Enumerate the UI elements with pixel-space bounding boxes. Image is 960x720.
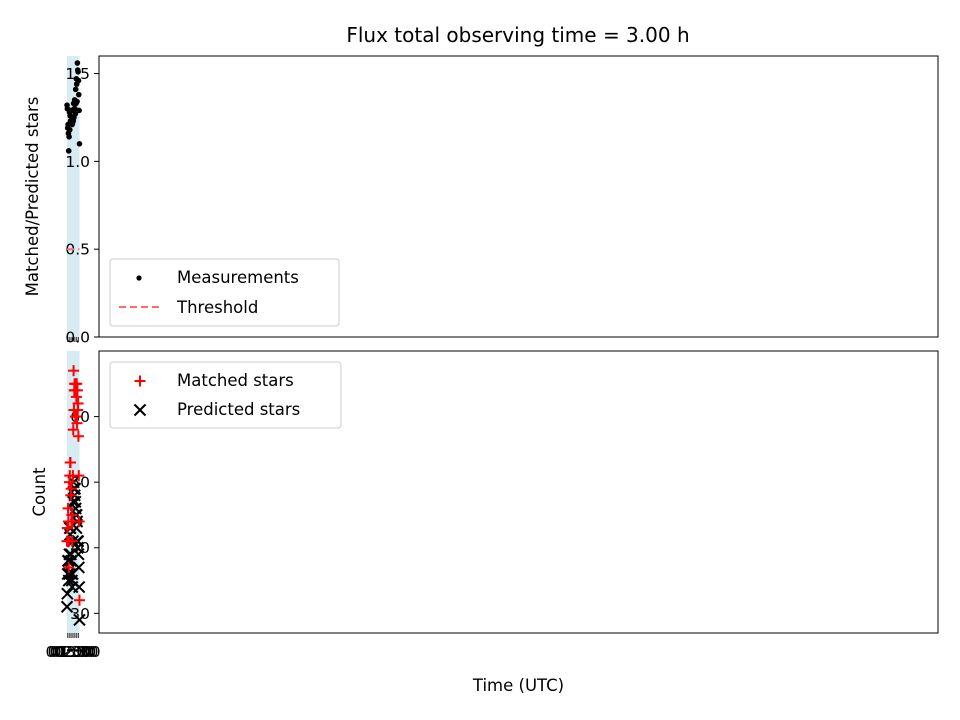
threshold-legend-label: Threshold: [176, 298, 258, 317]
x-tick-label: 01:00: [48, 643, 93, 661]
y-tick-label: 0.5: [65, 241, 90, 259]
measurement-point: [72, 86, 79, 93]
measurement-point: [75, 69, 81, 75]
cross-stroke: [133, 403, 147, 417]
predicted-point: [72, 561, 85, 574]
x-tick-label: 02:30: [54, 643, 99, 661]
cross-stroke: [62, 567, 76, 581]
cross-stroke: [72, 580, 86, 594]
matched-point: [71, 384, 83, 396]
x-tick-label: 02:00: [52, 643, 97, 661]
matched-point: [73, 594, 85, 606]
predicted-point: [61, 587, 74, 600]
x-axis-label: Time (UTC): [472, 676, 564, 695]
cross-stroke: [61, 587, 74, 600]
ratio-plot-frame: [98, 55, 939, 338]
predicted-point: [62, 567, 76, 581]
measurement-point: [75, 77, 82, 84]
measurement-point: [65, 148, 72, 154]
legend-cross: [133, 403, 147, 417]
measurement-point: [74, 98, 80, 105]
ratio-x-axis: [67, 337, 79, 342]
ratio-panel: 0.00.51.01.5 Matched/Predicted stars Mea…: [23, 55, 939, 347]
cross-stroke: [71, 534, 85, 548]
matched-point: [68, 365, 80, 377]
count-legend-box: [109, 361, 342, 429]
cross-stroke: [60, 600, 74, 613]
matched-point: [66, 535, 78, 547]
y-tick-label: 1.0: [65, 153, 90, 171]
matched-point: [65, 483, 77, 495]
matched-point: [73, 470, 85, 482]
matched-point: [72, 430, 84, 442]
cross-stroke: [72, 548, 85, 561]
ratio-y-axis: 0.00.51.01.5: [65, 65, 99, 347]
ratio-legend: Measurements Threshold: [109, 258, 340, 327]
predicted-legend-label: Predicted stars: [177, 400, 300, 419]
ratio-y-axis-label: Matched/Predicted stars: [23, 97, 42, 297]
predicted-point: [72, 580, 86, 594]
measurement-point: [75, 91, 82, 98]
x-tick-label: 01:30: [50, 643, 95, 661]
predicted-point: [72, 548, 85, 561]
matched-point: [70, 391, 82, 403]
measurement-point: [66, 126, 73, 133]
count-plot-frame: [98, 350, 939, 634]
count-marks: [60, 365, 86, 627]
predicted-legend-marker: [133, 403, 147, 417]
legend-plus: [134, 375, 146, 387]
predicted-point: [71, 534, 85, 548]
count-y-axis-label: Count: [30, 467, 49, 517]
cross-stroke: [72, 561, 85, 574]
measurement-point: [76, 141, 83, 147]
matched-point: [71, 417, 83, 429]
measurements-legend-marker: [136, 275, 142, 281]
ratio-marks: [64, 60, 83, 251]
matched-point: [64, 456, 76, 468]
matched-point: [73, 516, 85, 528]
matched-point: [63, 561, 75, 573]
chart-title: Flux total observing time = 3.00 h: [346, 23, 689, 47]
x-tick-label: 03:00: [56, 643, 101, 661]
count-legend: Matched stars Predicted stars: [109, 361, 342, 429]
y-tick-label: 30: [70, 605, 90, 623]
matched-legend-label: Matched stars: [177, 371, 294, 390]
x-tick-label: 00:30: [46, 643, 91, 661]
matched-point: [72, 397, 84, 409]
matched-point: [70, 411, 82, 423]
matched-point: [67, 424, 79, 436]
matched-legend-marker: [134, 375, 146, 387]
measurement-point: [66, 133, 72, 140]
matched-point: [62, 502, 74, 514]
measurements-legend-label: Measurements: [177, 268, 299, 287]
y-tick-label: 0.0: [65, 329, 90, 347]
ratio-legend-box: [109, 258, 340, 327]
measurement-point: [72, 111, 79, 117]
cross-stroke: [73, 613, 86, 627]
predicted-point: [73, 613, 86, 627]
measurement-point: [74, 60, 81, 66]
measurement-point: [76, 107, 82, 114]
predicted-point: [60, 600, 74, 613]
